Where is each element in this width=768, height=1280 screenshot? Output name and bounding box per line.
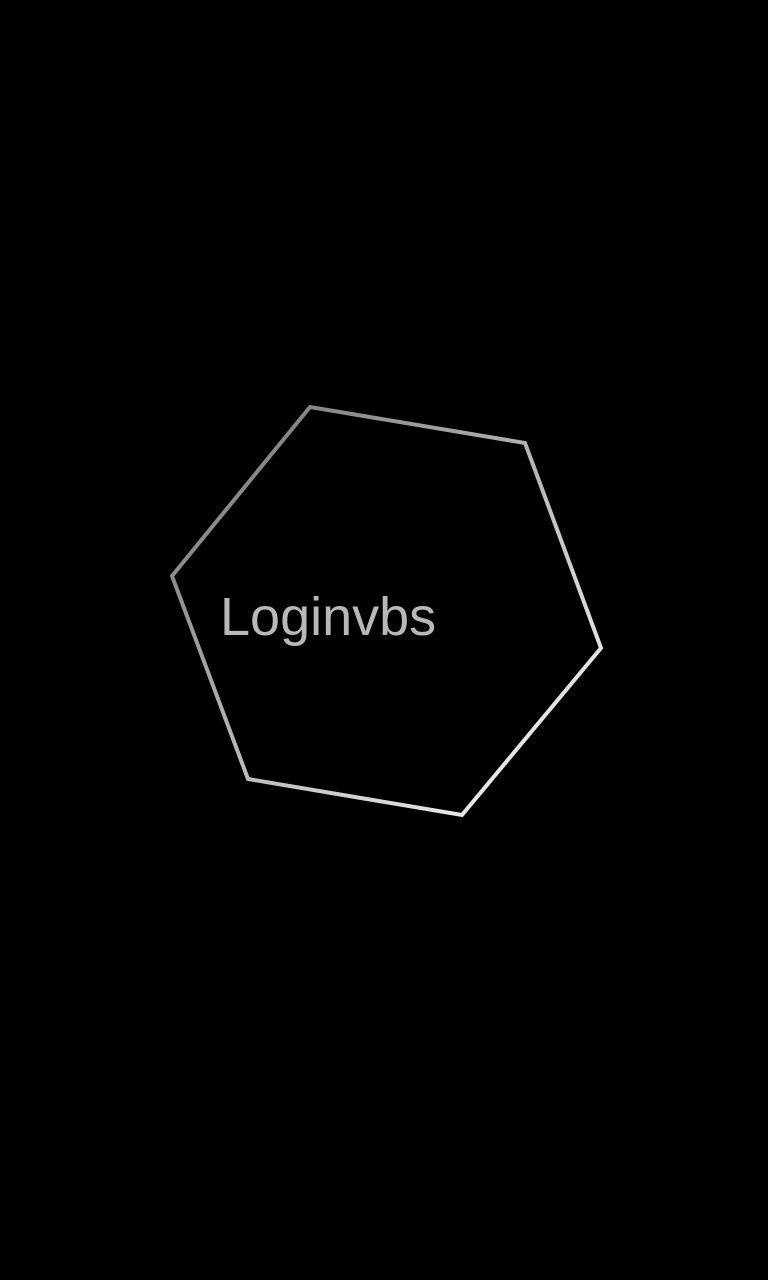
hexagon-outline [169, 404, 604, 818]
app-name-label: Loginvbs [220, 587, 437, 647]
